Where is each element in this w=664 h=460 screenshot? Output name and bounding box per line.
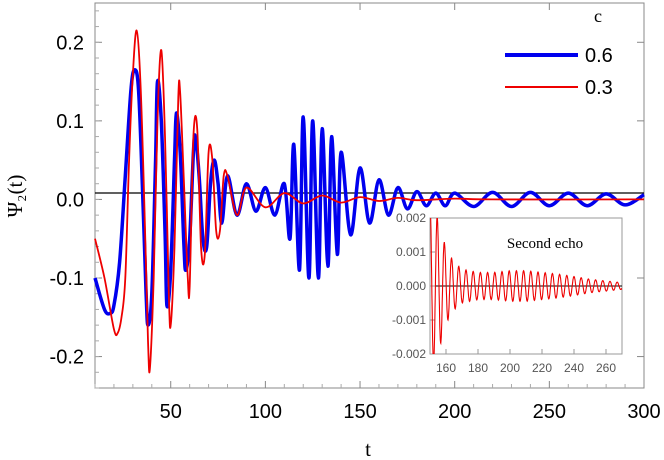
- legend-title: c: [594, 6, 602, 26]
- x-axis-label: t: [365, 437, 371, 460]
- x-tick-label: 250: [533, 401, 566, 423]
- series-line-0.6: [93, 68, 645, 327]
- inset-y-tick-label: 0.002: [396, 211, 426, 225]
- y-tick-label: 0.1: [56, 111, 84, 133]
- y-tick-label: -0.1: [50, 268, 84, 290]
- y-tick-label: 0.0: [56, 189, 84, 211]
- inset-title: Second echo: [507, 236, 583, 252]
- legend-label-0.6: 0.6: [585, 45, 613, 67]
- inset: 160 180 200 220 240 260 0.002 0.001 0.000 -0.001 -…: [392, 211, 630, 380]
- x-tick-label: 50: [160, 401, 182, 423]
- x-tick-label: 200: [438, 401, 471, 423]
- inset-y-tick-label: 0.001: [396, 245, 426, 259]
- legend: c 0.6 0.3: [505, 6, 613, 99]
- inset-x-tick-label: 220: [532, 361, 552, 375]
- legend-label-0.3: 0.3: [585, 77, 613, 99]
- y-tick-label: 0.2: [56, 32, 84, 54]
- inset-series: [430, 218, 622, 354]
- x-tick-label: 150: [343, 401, 376, 423]
- main-series: [93, 29, 645, 374]
- inset-ticks: 160 180 200 220 240 260 0.002 0.001 0.000 -0.001 -…: [392, 211, 616, 375]
- y-tick-label: -0.2: [50, 347, 84, 369]
- inset-x-tick-label: 260: [596, 361, 616, 375]
- series-line-0.3: [94, 29, 645, 374]
- y-axis-label: Ψ₂(t): [3, 175, 27, 218]
- inset-y-tick-label: -0.002: [392, 347, 426, 361]
- inset-x-tick-label: 180: [468, 361, 488, 375]
- x-tick-label: 100: [249, 401, 282, 423]
- main-ticks: 50 100 150 200 250 300 0.2 0.1 0.0 -0.1 -0.2: [50, 3, 661, 423]
- inset-y-tick-label: 0.000: [396, 279, 426, 293]
- inset-series-line: [430, 218, 622, 354]
- inset-x-tick-label: 240: [564, 361, 584, 375]
- inset-y-tick-label: -0.001: [392, 313, 426, 327]
- x-tick-label: 300: [627, 401, 660, 423]
- inset-x-tick-label: 160: [436, 361, 456, 375]
- inset-x-tick-label: 200: [500, 361, 520, 375]
